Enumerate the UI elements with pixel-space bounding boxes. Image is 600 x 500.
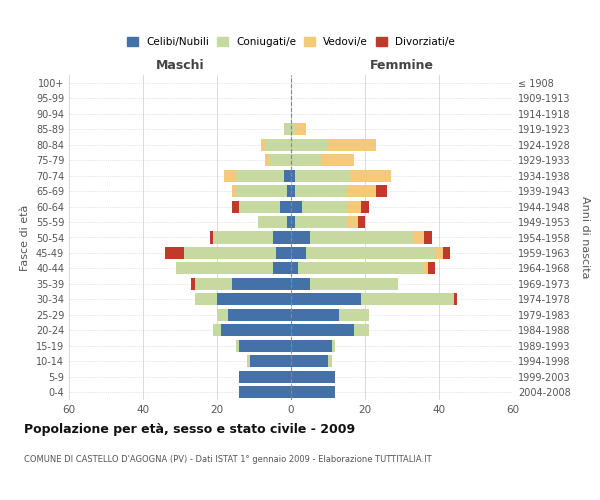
Text: COMUNE DI CASTELLO D'AGOGNA (PV) - Dati ISTAT 1° gennaio 2009 - Elaborazione TUT: COMUNE DI CASTELLO D'AGOGNA (PV) - Dati … <box>24 455 431 464</box>
Bar <box>302 200 347 212</box>
Bar <box>269 154 291 166</box>
Text: Maschi: Maschi <box>155 59 205 72</box>
Bar <box>239 371 291 383</box>
Bar <box>291 386 335 398</box>
Bar <box>291 123 295 135</box>
Bar <box>214 232 272 243</box>
Y-axis label: Fasce di età: Fasce di età <box>20 204 30 270</box>
Bar <box>217 309 228 321</box>
Bar <box>291 371 335 383</box>
Bar <box>339 309 369 321</box>
Bar <box>228 309 291 321</box>
Bar <box>328 138 376 150</box>
Bar <box>298 262 424 274</box>
Bar <box>361 294 454 306</box>
Bar <box>291 324 354 336</box>
Bar <box>291 262 298 274</box>
Bar <box>310 232 413 243</box>
Bar <box>291 294 361 306</box>
Bar <box>291 170 295 181</box>
Bar <box>272 262 291 274</box>
Bar <box>350 170 391 181</box>
Bar <box>287 216 291 228</box>
Bar <box>232 200 239 212</box>
Bar <box>358 216 365 228</box>
Bar <box>435 247 443 259</box>
Bar <box>235 340 239 352</box>
Bar <box>454 294 457 306</box>
Bar <box>306 247 436 259</box>
Bar <box>328 356 332 368</box>
Bar <box>295 216 347 228</box>
Bar <box>291 309 339 321</box>
Bar <box>413 232 424 243</box>
Bar <box>195 294 217 306</box>
Bar <box>291 200 302 212</box>
Bar <box>250 356 291 368</box>
Bar <box>221 324 291 336</box>
Legend: Celibi/Nubili, Coniugati/e, Vedovi/e, Divorziati/e: Celibi/Nubili, Coniugati/e, Vedovi/e, Di… <box>125 34 457 49</box>
Bar <box>443 247 450 259</box>
Bar <box>347 185 376 197</box>
Bar <box>287 185 291 197</box>
Bar <box>280 200 291 212</box>
Bar <box>232 185 235 197</box>
Bar <box>347 200 361 212</box>
Bar <box>291 232 310 243</box>
Bar <box>291 340 332 352</box>
Bar <box>291 216 295 228</box>
Bar <box>247 356 250 368</box>
Bar <box>332 340 335 352</box>
Bar <box>284 123 291 135</box>
Bar <box>262 138 265 150</box>
Bar <box>310 278 398 290</box>
Bar <box>347 216 358 228</box>
Bar <box>276 247 291 259</box>
Bar <box>295 185 347 197</box>
Bar <box>320 154 354 166</box>
Bar <box>209 232 214 243</box>
Bar <box>428 262 435 274</box>
Bar <box>184 247 276 259</box>
Bar <box>235 185 287 197</box>
Bar <box>376 185 387 197</box>
Text: Popolazione per età, sesso e stato civile - 2009: Popolazione per età, sesso e stato civil… <box>24 422 355 436</box>
Bar <box>236 170 284 181</box>
Bar <box>291 247 306 259</box>
Bar <box>291 138 328 150</box>
Bar <box>361 200 368 212</box>
Bar <box>291 154 320 166</box>
Bar <box>272 232 291 243</box>
Bar <box>291 278 310 290</box>
Bar <box>265 138 291 150</box>
Bar <box>258 216 287 228</box>
Bar <box>232 278 291 290</box>
Bar <box>217 294 291 306</box>
Y-axis label: Anni di nascita: Anni di nascita <box>580 196 590 279</box>
Bar <box>176 262 272 274</box>
Bar <box>284 170 291 181</box>
Bar <box>224 170 235 181</box>
Bar <box>214 324 221 336</box>
Bar <box>265 154 269 166</box>
Bar <box>239 340 291 352</box>
Bar <box>239 386 291 398</box>
Bar <box>424 262 428 274</box>
Bar <box>191 278 195 290</box>
Bar <box>354 324 368 336</box>
Bar <box>291 185 295 197</box>
Bar <box>424 232 431 243</box>
Bar <box>239 200 280 212</box>
Text: Femmine: Femmine <box>370 59 434 72</box>
Bar <box>295 170 350 181</box>
Bar <box>291 356 328 368</box>
Bar <box>295 123 306 135</box>
Bar <box>195 278 232 290</box>
Bar <box>165 247 184 259</box>
